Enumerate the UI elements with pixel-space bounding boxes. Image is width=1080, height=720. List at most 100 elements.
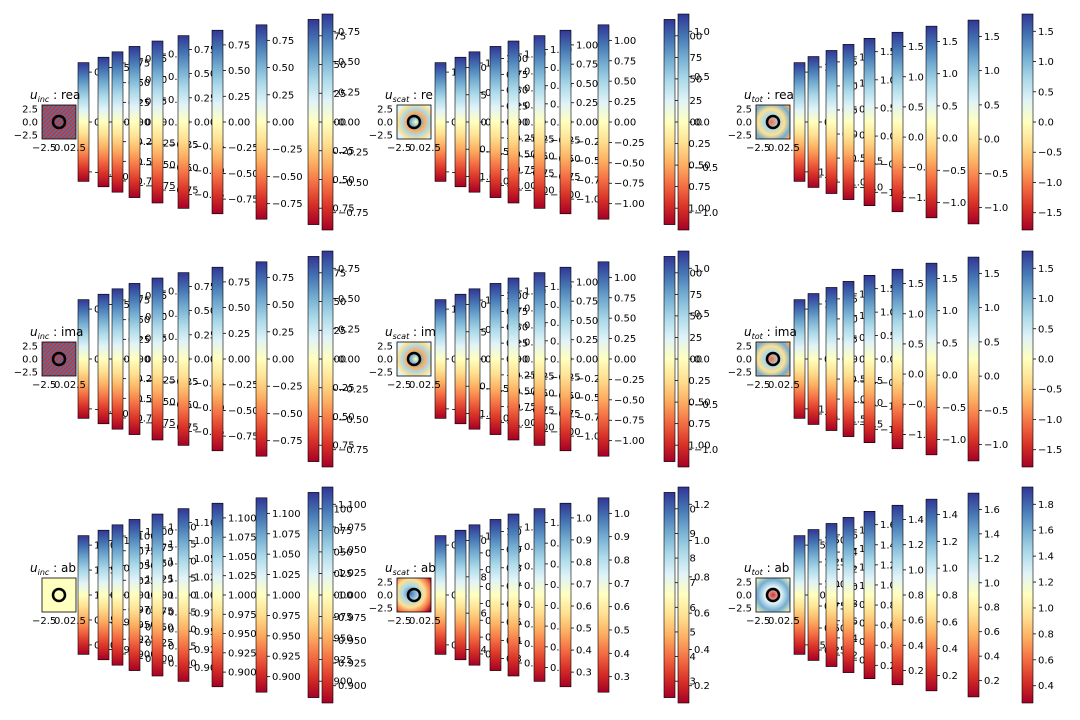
colorbar-tick-label: 1.5 xyxy=(880,47,896,58)
colorbar-tick-label: 0.00 xyxy=(614,118,636,129)
colorbar-tick-label: 1.4 xyxy=(942,510,958,521)
colorbar-tick-label: 0.5 xyxy=(576,624,592,635)
colorbar-tick-label: 0.4 xyxy=(942,644,958,655)
colorbar-tick-label: 0.5 xyxy=(984,337,1000,348)
colorbar-gradient xyxy=(489,519,502,671)
heatmap-thumbnail xyxy=(755,104,791,140)
colorbar-tick-label: −0.25 xyxy=(228,143,259,154)
colorbar-tick-label: 0.50 xyxy=(680,74,702,85)
y-tick-label: −2.5 xyxy=(728,131,752,142)
colorbar-tick-label: 0.25 xyxy=(228,329,250,340)
colorbar-tick-label: 0.6 xyxy=(614,602,630,613)
y-tick-label: −2.5 xyxy=(728,368,752,379)
colorbar: 1.5 1.0 0.5 0.0 −0.5 −1.0 xyxy=(967,19,1008,225)
x-tick-label: −2.5 xyxy=(746,380,770,391)
colorbar-gradient xyxy=(533,35,546,209)
colorbar-gradient xyxy=(677,486,690,704)
colorbar-tick-label: 0.3 xyxy=(576,668,592,679)
colorbar-tick-label: −1.00 xyxy=(680,441,711,452)
colorbar-tick-label: 0.00 xyxy=(324,118,346,129)
colorbar-tick-label: 1.5 xyxy=(984,269,1000,280)
colorbar-tick-label: −0.5 xyxy=(694,400,718,411)
colorbar-tick-label: −0.50 xyxy=(338,415,369,426)
colorbar-tick-label: 1.5 xyxy=(908,279,924,290)
colorbar-tick-label: 0.25 xyxy=(324,326,346,337)
colorbar-gradient xyxy=(891,504,904,686)
colorbar-tick-label: −0.75 xyxy=(128,413,159,424)
colorbar-tick-label: 1.4 xyxy=(984,529,1000,540)
colorbar-tick-label: −1.0 xyxy=(1038,178,1062,189)
colorbar-tick-label: 0.9 xyxy=(524,542,540,553)
colorbar-tick-label: 0.25 xyxy=(680,96,702,107)
colorbar-gradient xyxy=(468,51,481,193)
colorbar-tick-label: 0.50 xyxy=(614,314,636,325)
colorbar-tick-label: −1.5 xyxy=(1038,445,1062,456)
colorbar-tick-label: −0.25 xyxy=(272,382,303,393)
colorbar: 1.2 1.0 0.8 0.6 0.4 0.2 xyxy=(677,486,710,704)
colorbar-tick-label: 1.6 xyxy=(880,520,896,531)
colorbar-gradient xyxy=(151,513,164,677)
colorbar-tick-label: 0.7 xyxy=(614,579,630,590)
colorbar-tick-label: 0.3 xyxy=(614,672,630,683)
colorbar-tick-label: 0.2 xyxy=(694,681,710,692)
colorbar-tick-label: 1.050 xyxy=(228,552,257,563)
colorbar: 1.10 1.05 1.00 0.95 0.90 xyxy=(97,529,136,661)
colorbar-tick-label: −0.25 xyxy=(576,137,607,148)
colorbar-tick-label: 0.0 xyxy=(908,133,924,144)
x-tick-label: 0.02.5 xyxy=(768,143,800,154)
colorbar-tick-label: 1.5 xyxy=(942,37,958,48)
colorbar: 1.00 0.75 0.50 0.25 0.00 −0.25 −0.50 −0.75 −1.00 xyxy=(663,256,711,462)
colorbar-tick-label: −1.00 xyxy=(576,432,607,443)
colorbar-gradient xyxy=(468,524,481,666)
colorbar-gradient xyxy=(128,283,141,435)
colorbar-tick-label: 1.00 xyxy=(680,31,702,42)
colorbar-gradient xyxy=(663,256,676,462)
colorbar-tick-label: −0.50 xyxy=(324,412,355,423)
colorbar-tick-label: −0.50 xyxy=(680,161,711,172)
colorbar-tick-label: 0.8 xyxy=(694,572,710,583)
colorbar-tick-label: 0.75 xyxy=(228,277,250,288)
colorbar-tick-label: 0.9 xyxy=(614,532,630,543)
colorbar-tick-label: 1.075 xyxy=(338,522,367,533)
colorbar-gradient xyxy=(151,40,164,204)
heatmap-thumbnail xyxy=(41,104,77,140)
colorbar-tick-label: 0.25 xyxy=(576,98,598,109)
subplot-title: uinc : rea xyxy=(30,88,80,104)
colorbar-tick-label: 0.5 xyxy=(524,620,540,631)
colorbar-tick-label: 1.5 xyxy=(942,274,958,285)
colorbar-gradient xyxy=(489,46,502,198)
colorbar-tick-label: 1.000 xyxy=(324,591,353,602)
colorbar-tick-label: 0.975 xyxy=(194,609,223,620)
colorbar-tick-label: 1.025 xyxy=(272,570,301,581)
colorbar-tick-label: 0.950 xyxy=(338,636,367,647)
colorbar-tick-label: 0.00 xyxy=(614,355,636,366)
colorbar-tick-label: 1.2 xyxy=(984,554,1000,565)
colorbar-tick-label: −0.5 xyxy=(1038,385,1062,396)
subplot-title: utot : ab xyxy=(744,561,789,577)
colorbar-tick-label: −0.5 xyxy=(942,166,966,177)
scatterer-circle xyxy=(51,587,67,603)
colorbar-tick-label: −0.25 xyxy=(194,142,225,153)
colorbar-tick-label: 0.5 xyxy=(942,101,958,112)
colorbar-tick-label: −0.5 xyxy=(908,163,932,174)
colorbar-tick-label: 0.7 xyxy=(524,581,540,592)
colorbar-tick-label: −0.75 xyxy=(576,175,607,186)
colorbar-tick-label: −0.25 xyxy=(272,145,303,156)
colorbar-tick-label: 0.50 xyxy=(324,60,346,71)
colorbar-tick-label: 0.950 xyxy=(272,631,301,642)
colorbar-tick-label: 0.00 xyxy=(576,118,598,129)
colorbar-tick-label: 0.50 xyxy=(680,311,702,322)
colorbar-tick-label: 0.75 xyxy=(680,53,702,64)
heatmap-image xyxy=(396,341,432,377)
colorbar: 1.00 0.75 0.50 0.25 0.00 −0.25 −0.50 −0.75 −1.00 xyxy=(597,261,645,457)
colorbar-tick-label: −0.50 xyxy=(324,175,355,186)
colorbar-tick-label: 0.00 xyxy=(576,355,598,366)
colorbar-tick-label: 0.900 xyxy=(194,663,223,674)
heatmap-image xyxy=(396,577,432,613)
colorbar-tick-label: 1.0 xyxy=(550,518,566,529)
colorbar-tick-label: 0.0 xyxy=(908,370,924,381)
colorbar-tick-label: 0.5 xyxy=(880,103,896,114)
colorbar-gradient xyxy=(434,535,447,655)
colorbar-tick-label: 0.5 xyxy=(550,622,566,633)
scatterer-circle xyxy=(51,351,67,367)
